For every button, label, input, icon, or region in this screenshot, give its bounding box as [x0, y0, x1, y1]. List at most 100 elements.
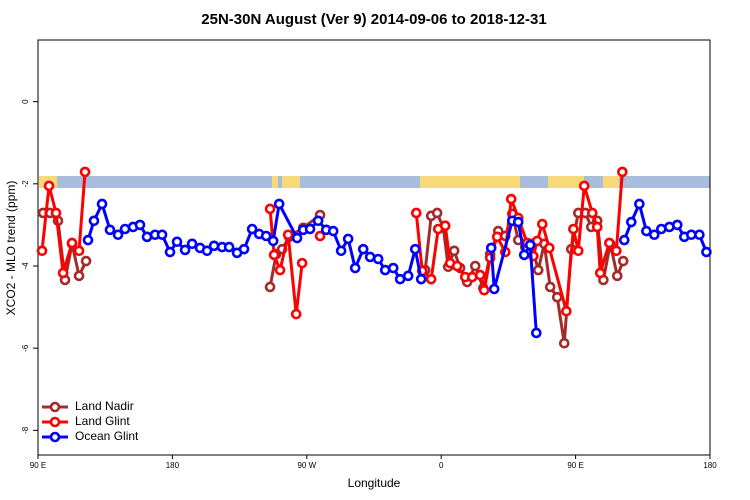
data-point — [425, 273, 437, 285]
data-point — [171, 236, 183, 248]
data-point — [290, 308, 302, 320]
data-point — [512, 216, 524, 228]
data-point — [532, 264, 544, 276]
legend-marker — [49, 431, 61, 443]
data-point — [342, 233, 354, 245]
data-point — [451, 260, 463, 272]
data-point — [617, 166, 628, 178]
data-point — [73, 245, 85, 257]
x-tick-label: 90 E — [30, 461, 46, 470]
data-point — [104, 224, 116, 236]
data-point — [578, 180, 590, 192]
data-point — [88, 215, 100, 227]
legend-label: Ocean Glint — [75, 429, 139, 443]
data-point — [617, 255, 629, 267]
data-point — [544, 281, 556, 293]
data-point — [246, 223, 258, 235]
data-point — [448, 245, 460, 257]
data-point — [671, 219, 683, 231]
data-point — [491, 231, 503, 243]
land-ocean-strip — [39, 176, 710, 188]
legend-marker — [49, 401, 61, 413]
data-point — [274, 264, 286, 276]
data-point — [410, 207, 422, 219]
data-point — [164, 246, 176, 258]
data-point — [561, 305, 572, 317]
data-point — [415, 273, 427, 285]
data-point — [694, 229, 705, 241]
data-point — [267, 235, 279, 247]
data-point — [57, 267, 69, 279]
data-point — [469, 260, 481, 272]
data-point — [626, 216, 637, 228]
x-tick-label: 0 — [439, 461, 444, 470]
data-point — [641, 225, 652, 237]
legend-marker — [49, 416, 61, 428]
data-point — [264, 203, 276, 215]
data-point — [304, 223, 316, 235]
data-point — [282, 229, 294, 241]
data-point — [656, 223, 667, 235]
y-tick-label: -6 — [21, 344, 30, 352]
data-point — [73, 270, 85, 282]
data-point — [409, 243, 421, 255]
legend-label: Land Nadir — [75, 399, 134, 413]
data-point — [634, 198, 645, 210]
data-point — [349, 262, 361, 274]
data-point — [260, 230, 272, 242]
y-tick-label: -2 — [21, 180, 30, 188]
data-point — [591, 221, 603, 233]
data-point — [488, 283, 500, 295]
data-point — [402, 270, 414, 282]
data-point — [611, 270, 623, 282]
data-point — [485, 242, 497, 254]
data-point — [611, 245, 622, 257]
data-point — [478, 284, 490, 296]
data-point — [238, 243, 250, 255]
data-point — [79, 166, 91, 178]
data-point — [82, 234, 94, 246]
data-point — [379, 264, 391, 276]
chart-title: 25N-30N August (Ver 9) 2014-09-06 to 201… — [201, 11, 546, 28]
x-axis-label: Longitude — [348, 476, 401, 490]
data-point — [66, 237, 78, 249]
data-point — [524, 239, 536, 251]
data-point — [96, 198, 108, 210]
data-point — [604, 237, 615, 249]
data-point — [357, 243, 369, 255]
data-point — [186, 238, 198, 250]
data-point — [618, 234, 630, 246]
data-point — [364, 251, 376, 263]
data-point — [648, 229, 660, 241]
data-point — [291, 232, 303, 244]
data-point — [314, 230, 326, 242]
x-tick-label: 180 — [703, 461, 717, 470]
data-point — [431, 207, 443, 219]
data-point — [439, 220, 451, 232]
data-point — [387, 262, 399, 274]
data-point — [587, 207, 598, 219]
data-point — [141, 231, 153, 243]
data-point — [312, 215, 324, 227]
data-point — [568, 223, 579, 235]
data-point — [474, 269, 486, 281]
data-point — [264, 281, 276, 293]
data-point — [156, 229, 168, 241]
x-tick-label: 180 — [166, 461, 180, 470]
data-point — [531, 327, 542, 339]
data-point — [119, 223, 131, 235]
data-point — [372, 253, 384, 265]
data-point — [536, 218, 548, 230]
data-point — [43, 180, 55, 192]
data-point — [505, 193, 517, 205]
y-tick-label: -8 — [21, 426, 30, 434]
data-point — [327, 225, 339, 237]
data-point — [201, 245, 213, 257]
data-point — [179, 244, 191, 256]
y-tick-label: -4 — [21, 262, 30, 270]
data-point — [551, 291, 563, 303]
data-point — [335, 245, 347, 257]
y-tick-label: 0 — [21, 99, 30, 104]
x-tick-label: 90 E — [567, 461, 583, 470]
